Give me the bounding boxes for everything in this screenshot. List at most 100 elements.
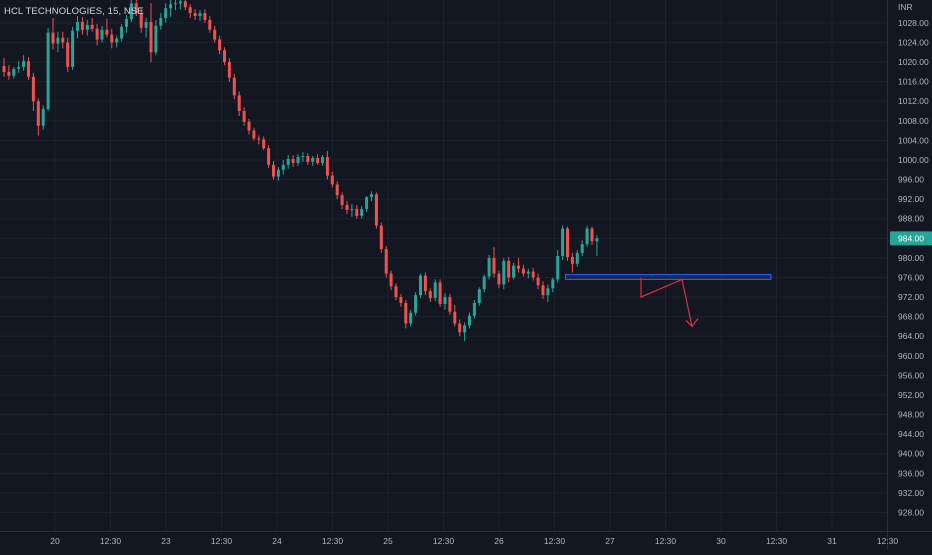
candle-body	[365, 197, 368, 209]
price-tick-label: 948.00	[898, 410, 924, 420]
time-tick-label: 12:30	[655, 536, 677, 546]
time-tick-label: 12:30	[433, 536, 455, 546]
candle-body	[213, 30, 216, 40]
currency-label: INR	[898, 2, 913, 12]
price-tick-label: 1008.00	[898, 116, 929, 126]
candle	[56, 32, 59, 53]
candle-body	[272, 165, 275, 177]
candle-body	[546, 288, 549, 295]
price-tick-label: 944.00	[898, 429, 924, 439]
candle-body	[556, 256, 559, 280]
time-tick-label: 27	[605, 536, 615, 546]
candle	[434, 279, 437, 301]
candle	[66, 38, 69, 72]
price-tick-label: 928.00	[898, 508, 924, 518]
price-tick-label: 976.00	[898, 272, 924, 282]
candle	[488, 255, 491, 279]
candle	[390, 271, 393, 291]
candle-body	[301, 156, 304, 157]
candle	[145, 18, 148, 38]
price-tick-label: 1012.00	[898, 96, 929, 106]
candle-body	[169, 4, 172, 8]
candle-body	[194, 13, 197, 16]
candle	[399, 294, 402, 307]
candle	[174, 0, 177, 10]
candle-body	[512, 266, 515, 278]
candle	[22, 55, 25, 71]
price-tick-label: 956.00	[898, 370, 924, 380]
candle-body	[110, 35, 113, 43]
candle-body	[576, 253, 579, 264]
candle-body	[120, 27, 123, 39]
candle-body	[267, 148, 270, 165]
candle	[517, 258, 520, 273]
candle	[483, 275, 486, 293]
price-tick-label: 980.00	[898, 253, 924, 263]
time-tick-label: 23	[161, 536, 171, 546]
price-tick-label: 1024.00	[898, 37, 929, 47]
candle-body	[164, 8, 167, 18]
candle	[576, 250, 579, 267]
candle-body	[37, 101, 40, 125]
time-tick-label: 12:30	[544, 536, 566, 546]
candle-body	[517, 266, 520, 269]
time-tick-label: 24	[272, 536, 282, 546]
candle-body	[3, 66, 6, 72]
candle-body	[566, 229, 569, 257]
candle-body	[223, 50, 226, 62]
candle-body	[542, 285, 545, 295]
candle	[507, 257, 510, 282]
candle	[262, 136, 265, 150]
candle	[105, 19, 108, 38]
projection-line	[641, 277, 692, 326]
candle-body	[448, 297, 451, 312]
candle	[42, 105, 45, 129]
candle-body	[409, 313, 412, 324]
last-price-label: 984.00	[898, 233, 924, 243]
candle-body	[336, 184, 339, 195]
candle-body	[483, 277, 486, 290]
candle	[561, 226, 564, 260]
candle-body	[297, 157, 300, 163]
candle	[267, 145, 270, 168]
time-tick-label: 30	[716, 536, 726, 546]
candle	[47, 28, 50, 111]
candle	[439, 279, 442, 306]
candle-body	[532, 272, 535, 278]
drawings[interactable]	[566, 275, 772, 327]
candle	[502, 258, 505, 289]
chart-title: HCL TECHNOLOGIES, 15, NSE	[4, 6, 144, 17]
price-tick-label: 1000.00	[898, 155, 929, 165]
candle-body	[81, 22, 84, 30]
price-axis[interactable]: 928.00932.00936.00940.00944.00948.00952.…	[888, 0, 932, 550]
candle	[419, 274, 422, 298]
candle-body	[154, 26, 157, 52]
price-tick-label: 952.00	[898, 390, 924, 400]
candle	[17, 61, 20, 73]
candle-body	[208, 20, 211, 30]
candle-body	[17, 67, 20, 69]
candle	[292, 155, 295, 167]
candle	[512, 263, 515, 280]
candle-body	[203, 13, 206, 20]
price-tick-label: 1028.00	[898, 18, 929, 28]
candle	[542, 281, 545, 299]
candle	[208, 16, 211, 33]
candle-body	[321, 157, 324, 163]
candle	[453, 305, 456, 327]
candle	[581, 240, 584, 256]
price-tick-label: 940.00	[898, 449, 924, 459]
time-tick-label: 12:30	[766, 536, 788, 546]
candle-body	[71, 31, 74, 67]
candle	[532, 268, 535, 281]
candle-body	[341, 195, 344, 205]
candle	[463, 323, 466, 342]
candle	[37, 98, 40, 135]
candle-body	[581, 244, 584, 253]
candle	[115, 36, 118, 48]
candle	[336, 182, 339, 200]
candle-body	[527, 272, 530, 274]
